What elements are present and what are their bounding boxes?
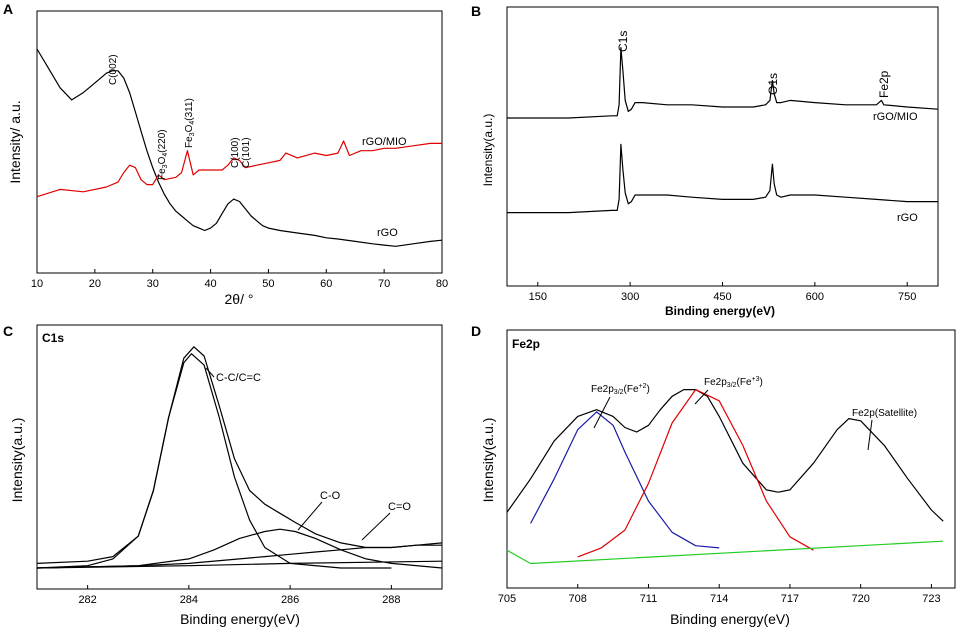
panel-c-xticks: 282 284 286 288 (78, 585, 401, 606)
panel-b-xps-survey: 150 300 450 600 750 Binding energy(eV) Inten… (481, 6, 939, 318)
panel-a-xlabel: 2θ/ ° (225, 291, 254, 307)
annot-fe3-peak: Fe2p3/2(Fe+3) (704, 376, 763, 389)
xtick-label-c-3: 288 (382, 594, 400, 606)
xtick-label-b-0: 150 (529, 291, 547, 303)
series-b-rgo-mio (507, 46, 939, 119)
panel-d-title: Fe2p (512, 337, 540, 351)
panel-d-frame (506, 329, 956, 589)
panel-b-ylabel: Intensity(a.u.) (481, 114, 495, 187)
legend-rgo-b: rGO (897, 212, 918, 224)
panel-c-series (36, 346, 443, 569)
arrow-fe2 (593, 396, 611, 429)
series-a-rgo (36, 48, 443, 247)
series-d-fe2p3-2-fe-3- (577, 389, 814, 558)
legend-rgo-mio-b: rGO/MIO (873, 111, 918, 123)
annot-c1s: C1s (616, 31, 630, 52)
panel-c-title: C1s (42, 331, 64, 345)
arrow-co (297, 501, 323, 531)
xtick-label-c-0: 282 (78, 594, 96, 606)
panel-d-xlabel: Binding energy(eV) (670, 611, 790, 627)
xtick-label-d-6: 723 (922, 593, 940, 605)
annot-fe3o4-311: Fe3O4(311) (184, 98, 196, 148)
xtick-label-b-4: 750 (898, 291, 916, 303)
xtick-label-b-1: 300 (621, 291, 639, 303)
annot-co: C-O (320, 490, 341, 502)
xtick-label-d-5: 720 (852, 593, 870, 605)
arrow-c-o-double (361, 512, 391, 541)
xtick-label-a-5: 60 (320, 278, 332, 290)
panel-d-letter: D (471, 323, 481, 339)
annot-cc: C-C/C=C (216, 372, 261, 384)
xtick-label-a-0: 10 (31, 278, 43, 290)
xtick-label-a-6: 70 (378, 278, 390, 290)
annot-c101: C(101) (241, 137, 252, 168)
series-b-rgo (507, 143, 938, 214)
xtick-label-d-1: 708 (569, 593, 587, 605)
xtick-label-c-1: 284 (180, 594, 198, 606)
panel-a-letter: A (3, 1, 13, 17)
arrow-fe3 (694, 389, 709, 405)
legend-rgo-mio-a: rGO/MIO (362, 136, 407, 148)
panel-a-ylabel: Intensity/ a.u. (7, 100, 23, 183)
series-c-c-o (36, 544, 442, 569)
legend-rgo-a: rGO (377, 227, 398, 239)
series-c-c-o (36, 528, 443, 569)
xtick-label-b-3: 600 (806, 291, 824, 303)
annot-c002: C(002) (108, 54, 119, 85)
annot-fe2p: Fe2p (877, 70, 891, 98)
arrow-cc (205, 367, 215, 378)
xtick-label-a-4: 50 (262, 278, 274, 290)
panel-d-xticks: 705 708 711 714 717 720 723 (498, 584, 941, 605)
series-c-c-c-c-c (36, 353, 392, 569)
panel-a-xrd: 10 20 30 40 50 60 70 80 2θ/ ° Intensity/ a.u. C… (7, 10, 448, 307)
xtick-label-d-4: 717 (781, 593, 799, 605)
xtick-label-a-2: 30 (147, 278, 159, 290)
panel-b-frame (506, 6, 939, 287)
panel-c-xlabel: Binding energy(eV) (180, 611, 300, 627)
series-c-baseline (36, 560, 443, 569)
annot-c100: C(100) (230, 137, 241, 168)
xtick-label-b-2: 450 (713, 291, 731, 303)
xtick-label-d-3: 714 (710, 593, 728, 605)
annot-fe3o4-220: Fe3O4(220) (157, 129, 169, 180)
xtick-label-a-1: 20 (89, 278, 101, 290)
panel-d-fe2p: 705 708 711 714 717 720 723 Fe2p Binding energ… (480, 329, 956, 627)
arrow-satellite (867, 419, 873, 451)
xtick-label-a-3: 40 (204, 278, 216, 290)
panel-b-letter: B (471, 3, 481, 19)
panel-d-ylabel: Intensity(a.u.) (480, 418, 496, 503)
xtick-label-d-2: 711 (640, 593, 658, 605)
series-d-fe2p3-2-fe-2- (530, 411, 720, 549)
panel-b-series (507, 46, 939, 214)
panel-a-xticks: 10 20 30 40 50 60 70 80 (31, 269, 448, 290)
xtick-label-c-2: 286 (281, 594, 299, 606)
panel-b-xticks: 150 300 450 600 750 (529, 282, 916, 303)
annot-fe2-peak: Fe2p3/2(Fe+2) (591, 383, 650, 396)
xtick-label-a-7: 80 (436, 278, 448, 290)
panel-c-c1s: 282 284 286 288 C1s Binding energy(eV) Inte… (9, 324, 443, 627)
annot-o1s: O1s (766, 73, 780, 95)
panel-a-frame (36, 10, 443, 274)
panel-a-series (36, 48, 443, 247)
annot-satellite: Fe2p(Satellite) (852, 408, 917, 419)
panel-c-letter: C (3, 323, 13, 339)
series-a-rgo-mio (36, 140, 442, 198)
series-d-baseline (506, 540, 944, 565)
xtick-label-d-0: 705 (498, 593, 516, 605)
annot-c-o-double: C=O (388, 501, 411, 513)
panel-b-xlabel: Binding energy(eV) (665, 304, 775, 318)
panel-c-frame (36, 324, 443, 590)
panel-c-ylabel: Intensity(a.u.) (9, 418, 25, 503)
